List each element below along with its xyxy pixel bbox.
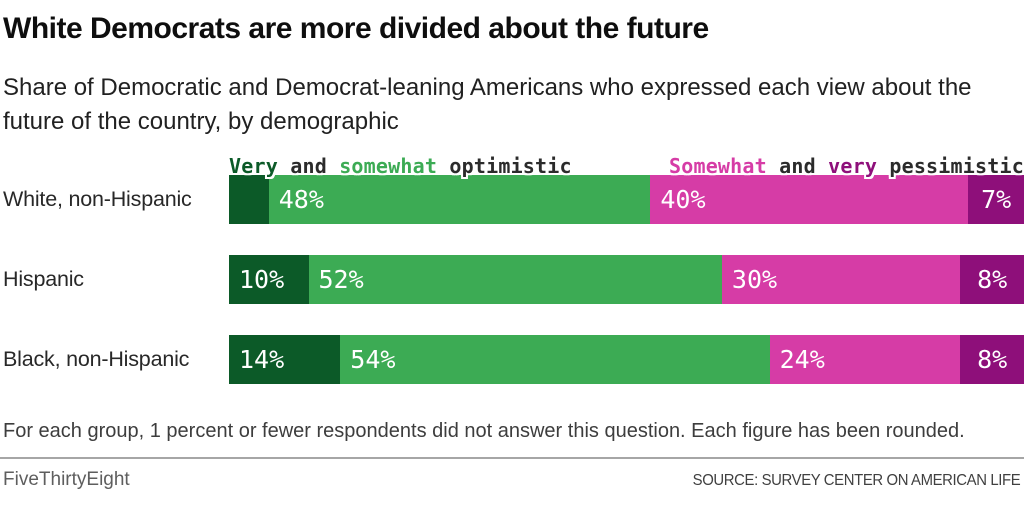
value-label: 8%: [977, 265, 1008, 295]
bar-row: Black, non-Hispanic 14% 54% 24% 8%: [0, 335, 1024, 385]
legend-item-pessimistic: Somewhat and very pessimistic: [669, 153, 1024, 179]
page-title: White Democrats are more divided about t…: [3, 12, 709, 45]
legend-word: and: [766, 154, 829, 179]
category-label: Black, non-Hispanic: [3, 347, 190, 372]
value-label: 54%: [350, 345, 396, 375]
value-label: 7%: [981, 185, 1012, 215]
bar-row: Hispanic 10% 52% 30% 8%: [0, 255, 1024, 305]
brand-label: FiveThirtyEight: [3, 469, 130, 491]
category-label: White, non-Hispanic: [3, 187, 192, 212]
footnote: For each group, 1 percent or fewer respo…: [3, 420, 965, 443]
footer-divider: [0, 457, 1024, 460]
bar-segment: 7%: [968, 175, 1024, 225]
stacked-bar: 48% 40% 7%: [229, 175, 1024, 225]
legend-word: very: [828, 154, 878, 179]
bar-segment: 8%: [960, 335, 1024, 385]
bar-segment: 8%: [960, 255, 1024, 305]
stacked-bar: 14% 54% 24% 8%: [229, 335, 1024, 385]
chart-subtitle: Share of Democratic and Democrat-leaning…: [3, 73, 972, 135]
bar-segment: 54%: [340, 335, 770, 385]
legend: Very and somewhat optimistic Somewhat an…: [229, 153, 1024, 179]
footer: FiveThirtyEight SOURCE: SURVEY CENTER ON…: [0, 459, 1024, 491]
bar-segment: 40%: [650, 175, 969, 225]
value-label: 30%: [731, 265, 778, 295]
bar-segment: 48%: [268, 175, 651, 225]
bar-rows: White, non-Hispanic 48% 40% 7% Hispanic 10% 52…: [0, 175, 1024, 385]
value-label: 52%: [318, 265, 364, 295]
stacked-bar: 10% 52% 30% 8%: [229, 255, 1024, 305]
value-label: 24%: [779, 345, 825, 375]
legend-item-optimistic: Very and somewhat optimistic: [229, 153, 572, 179]
legend-word: Somewhat: [668, 154, 767, 179]
bar-segment: 52%: [308, 255, 722, 305]
bar-segment: 14%: [229, 335, 341, 385]
legend-word: somewhat: [339, 154, 438, 179]
bar-segment: 10%: [229, 255, 309, 305]
legend-word: optimistic: [437, 154, 572, 179]
value-label: 10%: [239, 265, 285, 295]
value-label: 14%: [239, 345, 285, 375]
bar-row: White, non-Hispanic 48% 40% 7%: [0, 175, 1024, 225]
bar-segment: 24%: [769, 335, 961, 385]
source-label: SOURCE: SURVEY CENTER ON AMERICAN LIFE: [692, 472, 1020, 490]
value-label: 48%: [278, 185, 324, 215]
legend-word: pessimistic: [877, 154, 1024, 179]
legend-word: Very: [229, 154, 278, 179]
bar-segment: 30%: [721, 255, 961, 305]
value-label: 8%: [977, 345, 1008, 375]
stacked-bar-chart: Very and somewhat optimistic Somewhat an…: [0, 153, 1024, 385]
category-label: Hispanic: [3, 267, 84, 292]
bar-segment: [229, 175, 269, 225]
value-label: 40%: [660, 185, 706, 215]
legend-word: and: [277, 154, 340, 179]
